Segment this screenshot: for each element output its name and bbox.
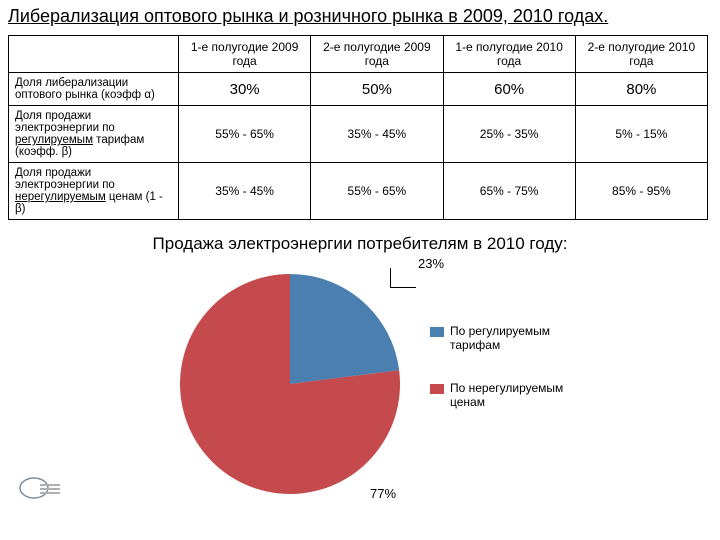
legend-label-unregulated: По нерегулируемым ценам (450, 381, 590, 410)
legend-item-regulated: По регулируемым тарифам (430, 324, 590, 353)
table-cell: 60% (443, 73, 575, 106)
table-cell: 80% (575, 73, 707, 106)
legend-swatch-regulated (430, 327, 444, 337)
col-h2-2009: 2-е полугодие 2009 года (311, 36, 443, 73)
pie-svg (180, 274, 400, 494)
table-row: Доля продажи электроэнергии по регулируе… (9, 106, 708, 163)
table-row: Доля либерализации оптового рынка (коэфф… (9, 73, 708, 106)
table-cell: 55% - 65% (179, 106, 311, 163)
table-corner (9, 36, 179, 73)
table-cell: 85% - 95% (575, 163, 707, 220)
row-label: Доля либерализации оптового рынка (коэфф… (9, 73, 179, 106)
table-header-row: 1-е полугодие 2009 года 2-е полугодие 20… (9, 36, 708, 73)
table-cell: 65% - 75% (443, 163, 575, 220)
pie-label-77: 77% (370, 486, 396, 501)
table-cell: 50% (311, 73, 443, 106)
col-h2-2010: 2-е полугодие 2010 года (575, 36, 707, 73)
row-label: Доля продажи электроэнергии по нерегулир… (9, 163, 179, 220)
chart-title: Продажа электроэнергии потребителям в 20… (0, 234, 720, 254)
table-row: Доля продажи электроэнергии по нерегулир… (9, 163, 708, 220)
legend-item-unregulated: По нерегулируемым ценам (430, 381, 590, 410)
chart-area: 23% 77% По регулируемым тарифам По нерег… (0, 254, 720, 514)
legend-swatch-unregulated (430, 384, 444, 394)
table-body: Доля либерализации оптового рынка (коэфф… (9, 73, 708, 220)
legend-label-regulated: По регулируемым тарифам (450, 324, 590, 353)
liberalization-table: 1-е полугодие 2009 года 2-е полугодие 20… (8, 35, 708, 220)
page-title: Либерализация оптового рынка и розничног… (0, 0, 720, 31)
footer-logo (18, 474, 64, 502)
pie-slice (290, 274, 399, 384)
col-h1-2010: 1-е полугодие 2010 года (443, 36, 575, 73)
table-cell: 35% - 45% (311, 106, 443, 163)
pie-legend: По регулируемым тарифам По нерегулируемы… (430, 324, 590, 438)
row-label: Доля продажи электроэнергии по регулируе… (9, 106, 179, 163)
table-cell: 55% - 65% (311, 163, 443, 220)
table-cell: 25% - 35% (443, 106, 575, 163)
pie-chart (180, 274, 400, 494)
table-cell: 5% - 15% (575, 106, 707, 163)
table-cell: 30% (179, 73, 311, 106)
pie-label-23: 23% (418, 256, 444, 271)
pie-leader-line (390, 268, 416, 288)
table-cell: 35% - 45% (179, 163, 311, 220)
col-h1-2009: 1-е полугодие 2009 года (179, 36, 311, 73)
